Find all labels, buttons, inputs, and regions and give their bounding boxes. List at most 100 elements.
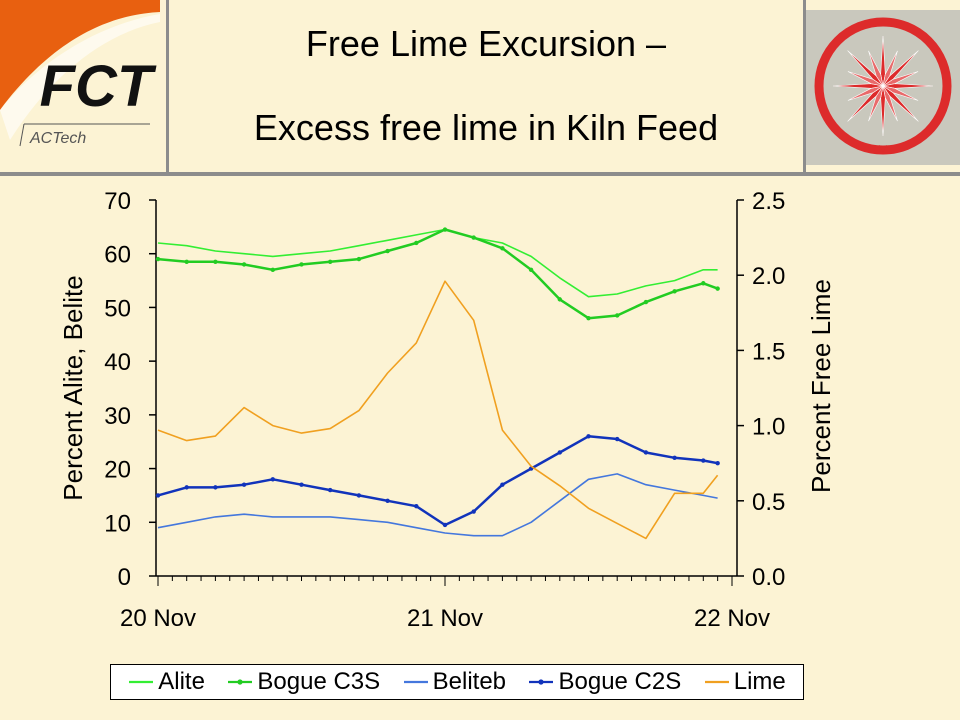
data-point [184, 259, 189, 264]
data-point [356, 493, 362, 498]
y-tick-label-left: 20 [104, 457, 131, 484]
data-point [213, 485, 218, 490]
compass-emblem [806, 10, 960, 165]
data-point [715, 286, 720, 291]
series-lime [157, 280, 719, 540]
chart-series [155, 227, 720, 540]
data-point [414, 503, 419, 509]
data-point [471, 235, 476, 240]
x-tick-label: 21 Nov [407, 605, 483, 632]
free-lime-chart: 0 10 20 30 40 50 60 70 0.0 0.5 1.0 1.5 2.0 2.5 20 Nov 2… [58, 188, 836, 632]
data-point [385, 498, 390, 503]
data-point [155, 493, 161, 498]
data-point [356, 256, 362, 262]
data-point [328, 487, 333, 493]
y-tick-label-right: 1.0 [752, 414, 785, 441]
legend-entry: Bogue C2S [528, 668, 681, 696]
chart-ticks: 0 10 20 30 40 50 60 70 0.0 0.5 1.0 1.5 2.0 2.5 20 Nov 2… [104, 188, 785, 632]
chart-axes [155, 200, 738, 577]
y-tick-label-right: 2.5 [752, 188, 785, 215]
legend-swatch [704, 680, 729, 684]
compass-star-icon [832, 35, 934, 137]
data-point [299, 262, 304, 267]
data-point [500, 482, 505, 487]
legend-swatch [403, 680, 428, 684]
fct-logo-text: FCT [40, 54, 157, 119]
data-point [715, 461, 720, 466]
data-point [442, 522, 448, 528]
data-point [643, 450, 649, 455]
fct-logo: FCT ACTech [0, 0, 160, 147]
data-point [385, 248, 390, 254]
data-point [615, 313, 620, 318]
legend-swatch [529, 679, 554, 685]
series-bogue-c2s [155, 434, 720, 528]
y-tick-label-left: 60 [104, 242, 131, 269]
maple-leaf-icon [879, 145, 887, 152]
legend-entry: Beliteb [403, 668, 506, 696]
data-point [414, 240, 419, 246]
y-tick-label-left: 70 [104, 188, 131, 215]
legend-entry: Lime [704, 668, 786, 696]
data-point [299, 482, 304, 487]
data-point [184, 485, 189, 490]
y-axis-right-label: Percent Free Lime [806, 279, 836, 493]
y-tick-label-right: 2.0 [752, 263, 785, 290]
data-point [643, 299, 649, 305]
legend-swatch [228, 679, 253, 685]
svg-text:FCT: FCT [40, 54, 157, 119]
data-point [442, 227, 448, 232]
legend-label: Beliteb [432, 668, 507, 695]
title-line-2: Excess free lime in Kiln Feed [253, 107, 719, 148]
series-bogue-c3s [155, 227, 720, 321]
y-tick-label-left: 30 [104, 403, 131, 430]
data-point [328, 259, 333, 264]
legend-label: Lime [733, 668, 786, 695]
data-point [701, 281, 706, 286]
title-line-1: Free Lime Excursion – [305, 23, 667, 64]
series-beliteb [157, 473, 718, 537]
series-line [157, 228, 719, 320]
legend-label: Bogue C2S [558, 668, 682, 695]
data-point [701, 458, 706, 463]
data-point [500, 246, 505, 251]
legend-label: Bogue C3S [257, 668, 381, 695]
header-rule [0, 172, 960, 176]
series-line [157, 473, 718, 537]
data-point [557, 297, 562, 302]
data-point [270, 477, 275, 482]
data-point [672, 455, 677, 461]
y-tick-label-left: 50 [104, 295, 131, 322]
data-point [528, 267, 534, 273]
data-point [155, 256, 161, 262]
data-point [557, 450, 562, 455]
data-point [241, 262, 247, 267]
data-point [213, 259, 218, 264]
y-axis-left-label: Percent Alite, Belite [58, 275, 88, 500]
legend-entry: Alite [128, 668, 205, 696]
actech-text: ACTech [29, 130, 86, 147]
data-point [615, 436, 620, 442]
y-tick-label-right: 1.5 [752, 338, 785, 365]
divider-right [803, 0, 806, 174]
legend-label: Alite [158, 668, 205, 695]
data-point [241, 482, 247, 487]
divider-left [166, 0, 169, 174]
data-point [471, 509, 476, 514]
slide-header: FCT ACTech Free Lime Excursion – Excess … [0, 0, 960, 176]
x-tick-label: 20 Nov [120, 605, 196, 632]
legend-swatch [129, 680, 154, 684]
x-tick-label: 22 Nov [694, 605, 770, 632]
data-point [586, 315, 591, 321]
data-point [586, 434, 591, 439]
y-tick-label-left: 10 [104, 510, 131, 537]
legend-entry: Bogue C3S [227, 668, 380, 696]
data-point [672, 289, 677, 294]
y-tick-label-right: 0.0 [752, 564, 785, 591]
chart-legend: Alite Bogue C3S Beliteb Bogue C2S Lime [110, 664, 804, 700]
series-line [157, 280, 719, 540]
y-tick-label-right: 0.5 [752, 489, 785, 516]
y-tick-label-left: 0 [118, 564, 131, 591]
y-tick-label-left: 40 [104, 349, 131, 376]
data-point [270, 267, 275, 273]
